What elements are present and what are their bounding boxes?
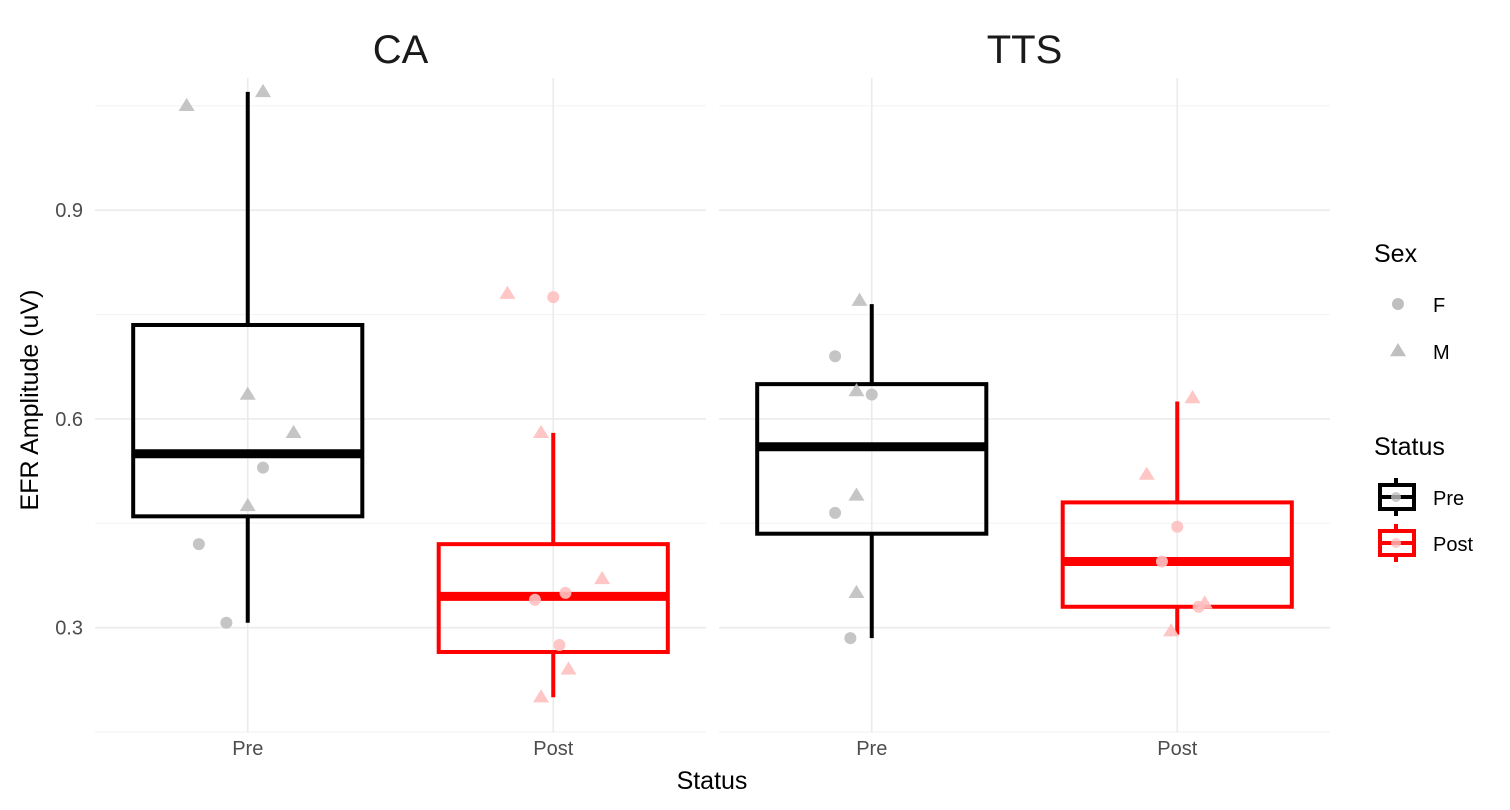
- legend-status: Status Pre Post: [1374, 433, 1473, 562]
- legend-label: Pre: [1433, 488, 1464, 510]
- legend-key-point: [1391, 492, 1401, 502]
- data-point-male: [560, 661, 577, 675]
- x-tick-label: Pre: [856, 738, 887, 760]
- data-layer: [131, 83, 1294, 703]
- facet-title: CA: [373, 28, 429, 72]
- legend-label: Post: [1433, 534, 1473, 556]
- x-tick-label: Post: [1157, 738, 1197, 760]
- data-point-female: [553, 639, 566, 652]
- legend-label: M: [1433, 342, 1450, 364]
- data-point-male: [239, 497, 256, 512]
- iqr-box: [1060, 500, 1294, 609]
- data-point-female: [547, 291, 560, 304]
- data-point-female: [220, 616, 233, 629]
- data-point-female: [528, 593, 541, 606]
- y-axis-title: EFR Amplitude (uV): [16, 290, 44, 511]
- y-tick-label: 0.3: [55, 618, 83, 640]
- data-point-female: [257, 461, 270, 474]
- x-axis-title: Status: [677, 767, 748, 795]
- x-tick-label: Pre: [232, 738, 263, 760]
- legend-title-status: Status: [1374, 433, 1445, 461]
- y-tick-label: 0.9: [55, 200, 83, 222]
- data-point-female: [1171, 520, 1184, 533]
- data-point-female: [1155, 555, 1168, 568]
- data-point-male: [848, 584, 865, 599]
- legend-label: F: [1433, 295, 1445, 317]
- data-point-male: [533, 689, 550, 703]
- data-point-male: [1184, 390, 1201, 404]
- y-tick-label: 0.6: [55, 409, 83, 431]
- data-point-male: [848, 383, 865, 397]
- boxplot-pre: [131, 91, 365, 623]
- legend-key-point: [1391, 538, 1401, 548]
- data-point-male: [1138, 466, 1155, 480]
- boxplot-post: [436, 432, 670, 698]
- data-point-male: [848, 487, 865, 501]
- data-point-male: [533, 424, 550, 439]
- data-point-female: [829, 506, 842, 519]
- legend-title-sex: Sex: [1374, 240, 1418, 268]
- data-point-female: [1192, 600, 1205, 613]
- iqr-box: [131, 322, 365, 519]
- legend-key-circle: [1392, 298, 1404, 310]
- data-point-female: [559, 586, 572, 599]
- data-point-male: [285, 424, 302, 439]
- boxplot-pre: [755, 304, 989, 639]
- data-point-male: [499, 285, 516, 299]
- data-point-male: [239, 386, 256, 400]
- data-point-female: [844, 632, 857, 645]
- data-point-female: [865, 388, 878, 401]
- facet-title: TTS: [987, 28, 1063, 72]
- data-point-female: [829, 350, 842, 363]
- x-tick-label: Post: [533, 738, 573, 760]
- data-point-female: [192, 538, 205, 551]
- boxplot-post: [1060, 401, 1294, 635]
- legend-key-triangle: [1390, 343, 1406, 357]
- legend-sex: Sex F M: [1374, 240, 1450, 364]
- iqr-box: [755, 382, 989, 536]
- data-point-male: [1163, 623, 1180, 637]
- data-point-male: [594, 570, 611, 585]
- grid-layer: [95, 78, 1330, 733]
- data-point-male: [255, 83, 272, 98]
- data-point-male: [178, 97, 195, 112]
- data-point-male: [851, 292, 868, 306]
